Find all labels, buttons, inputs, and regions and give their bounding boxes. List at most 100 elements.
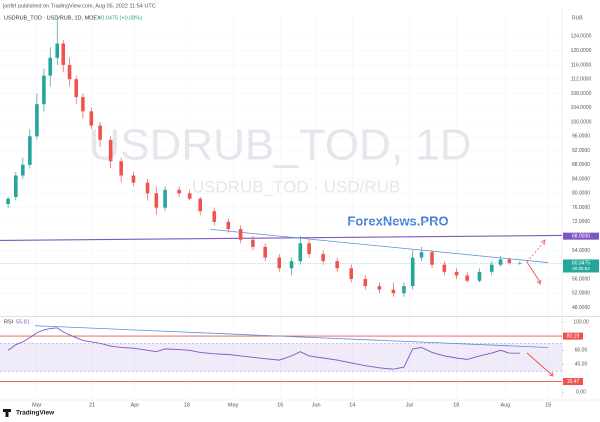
candle-body bbox=[89, 111, 94, 126]
candle-body bbox=[477, 271, 482, 281]
logo-icon bbox=[3, 409, 11, 417]
candle-body bbox=[21, 164, 25, 176]
last-price-box bbox=[563, 259, 599, 273]
y-tick-label: 0.00 bbox=[576, 390, 586, 396]
x-tick-label: 14 bbox=[349, 402, 355, 408]
y-tick-label: 100.0000 bbox=[571, 119, 592, 125]
candle-body bbox=[402, 286, 406, 294]
y-tick-label: 116.0000 bbox=[571, 62, 592, 68]
rsi-arrow bbox=[526, 352, 553, 376]
candle-body bbox=[81, 97, 85, 112]
level-box bbox=[563, 332, 583, 340]
candle-body bbox=[277, 257, 282, 269]
x-tick-label: Jul bbox=[406, 402, 413, 408]
y-tick-label: 84.0000 bbox=[572, 176, 590, 182]
y-tick-label: 56.0000 bbox=[572, 276, 590, 282]
x-tick-label: Apr bbox=[131, 402, 140, 408]
candle-body bbox=[335, 261, 339, 269]
candle-body bbox=[238, 229, 243, 240]
x-tick-label: Jun bbox=[312, 402, 321, 408]
candle-body bbox=[154, 193, 159, 208]
series-name: RSI bbox=[4, 319, 14, 325]
watermark: USDRUB_TOD, 1D bbox=[88, 121, 471, 170]
candle-body bbox=[74, 79, 79, 98]
candle-body bbox=[349, 268, 354, 279]
arrow-head bbox=[548, 371, 554, 377]
x-tick-label: Mar bbox=[32, 402, 42, 408]
trend-line bbox=[210, 228, 548, 263]
candle-body bbox=[454, 271, 459, 276]
candle-body bbox=[61, 43, 66, 65]
candle-body bbox=[489, 264, 494, 272]
candle-body bbox=[98, 125, 102, 140]
level-box bbox=[563, 378, 583, 386]
candle-body bbox=[263, 246, 267, 258]
x-tick-label: May bbox=[228, 402, 239, 408]
candle-body bbox=[289, 261, 294, 269]
rsi-line bbox=[7, 327, 520, 370]
candle-body bbox=[55, 43, 60, 58]
candle-body bbox=[307, 243, 311, 255]
y-tick-label: 64.0000 bbox=[572, 248, 590, 254]
candle-body bbox=[67, 64, 72, 80]
y-tick-label: 100.00 bbox=[573, 320, 589, 326]
arrow-up bbox=[526, 241, 545, 263]
x-tick-label: 15 bbox=[545, 402, 551, 408]
change: +0.0475 (+0.08%) bbox=[98, 15, 142, 21]
candle-body bbox=[410, 257, 415, 287]
y-tick-label: 124.0000 bbox=[571, 34, 592, 40]
candle-body bbox=[212, 211, 217, 222]
y-tick-label: 120.0000 bbox=[571, 48, 592, 54]
candle-body bbox=[187, 193, 192, 199]
rsi-last: 55.81 bbox=[16, 319, 30, 325]
x-tick-label: 16 bbox=[277, 402, 283, 408]
candle-body bbox=[14, 175, 18, 197]
arrow-head bbox=[540, 239, 546, 246]
x-tick-label: 18 bbox=[453, 402, 459, 408]
candle-body bbox=[28, 136, 32, 165]
arrow-down bbox=[526, 261, 541, 283]
y-tick-label: 104.0000 bbox=[571, 105, 592, 111]
forecast-arrows bbox=[526, 239, 554, 377]
level-label: 15.47 bbox=[567, 379, 580, 385]
candle-body bbox=[465, 275, 469, 281]
candle-body bbox=[198, 198, 203, 212]
line-label: 68.0000 bbox=[572, 233, 590, 239]
candle-body bbox=[108, 139, 113, 162]
candle-body bbox=[251, 239, 255, 247]
last-price: 60.3475 bbox=[572, 260, 590, 266]
candle-body bbox=[6, 198, 10, 205]
trend-line bbox=[35, 325, 548, 348]
candle-body bbox=[507, 259, 512, 263]
candle-body bbox=[48, 57, 53, 76]
publisher: jonfirt published on TradingView.com, Au… bbox=[2, 3, 156, 9]
y-tick-label: 48.0000 bbox=[572, 305, 590, 311]
currency: RUB bbox=[572, 15, 583, 21]
arrow-head bbox=[536, 279, 542, 285]
x-tick-label: 21 bbox=[89, 402, 95, 408]
rsi-band bbox=[0, 343, 562, 372]
candle-body bbox=[35, 104, 39, 137]
y-tick-label: 112.0000 bbox=[571, 77, 592, 83]
candle-body bbox=[226, 221, 231, 230]
candle-body bbox=[163, 189, 167, 208]
brand: ForexNews.PRO bbox=[347, 213, 448, 228]
x-tick-label: 18 bbox=[184, 402, 190, 408]
y-tick-label: 60.00 bbox=[575, 348, 588, 354]
y-tick-label: 52.0000 bbox=[572, 291, 590, 297]
x-tick-label: Aug bbox=[501, 402, 511, 408]
candle-body bbox=[363, 278, 368, 287]
y-tick-label: 88.0000 bbox=[572, 162, 590, 168]
candle-body bbox=[321, 254, 325, 262]
watermark-sub: USDRUB_TOD · USD/RUB bbox=[192, 177, 400, 196]
y-tick-label: 40.00 bbox=[575, 362, 588, 368]
candle-body bbox=[119, 161, 123, 176]
y-tick-label: 92.0000 bbox=[572, 148, 590, 154]
candle-body bbox=[145, 182, 150, 194]
symbol: USDRUB_TOD · USD/RUB, 1D, MOEX bbox=[4, 15, 101, 21]
trend-line bbox=[0, 234, 563, 241]
y-tick-label: 76.0000 bbox=[572, 205, 590, 211]
y-tick-label: 96.0000 bbox=[572, 134, 590, 140]
candle-body bbox=[42, 75, 46, 105]
